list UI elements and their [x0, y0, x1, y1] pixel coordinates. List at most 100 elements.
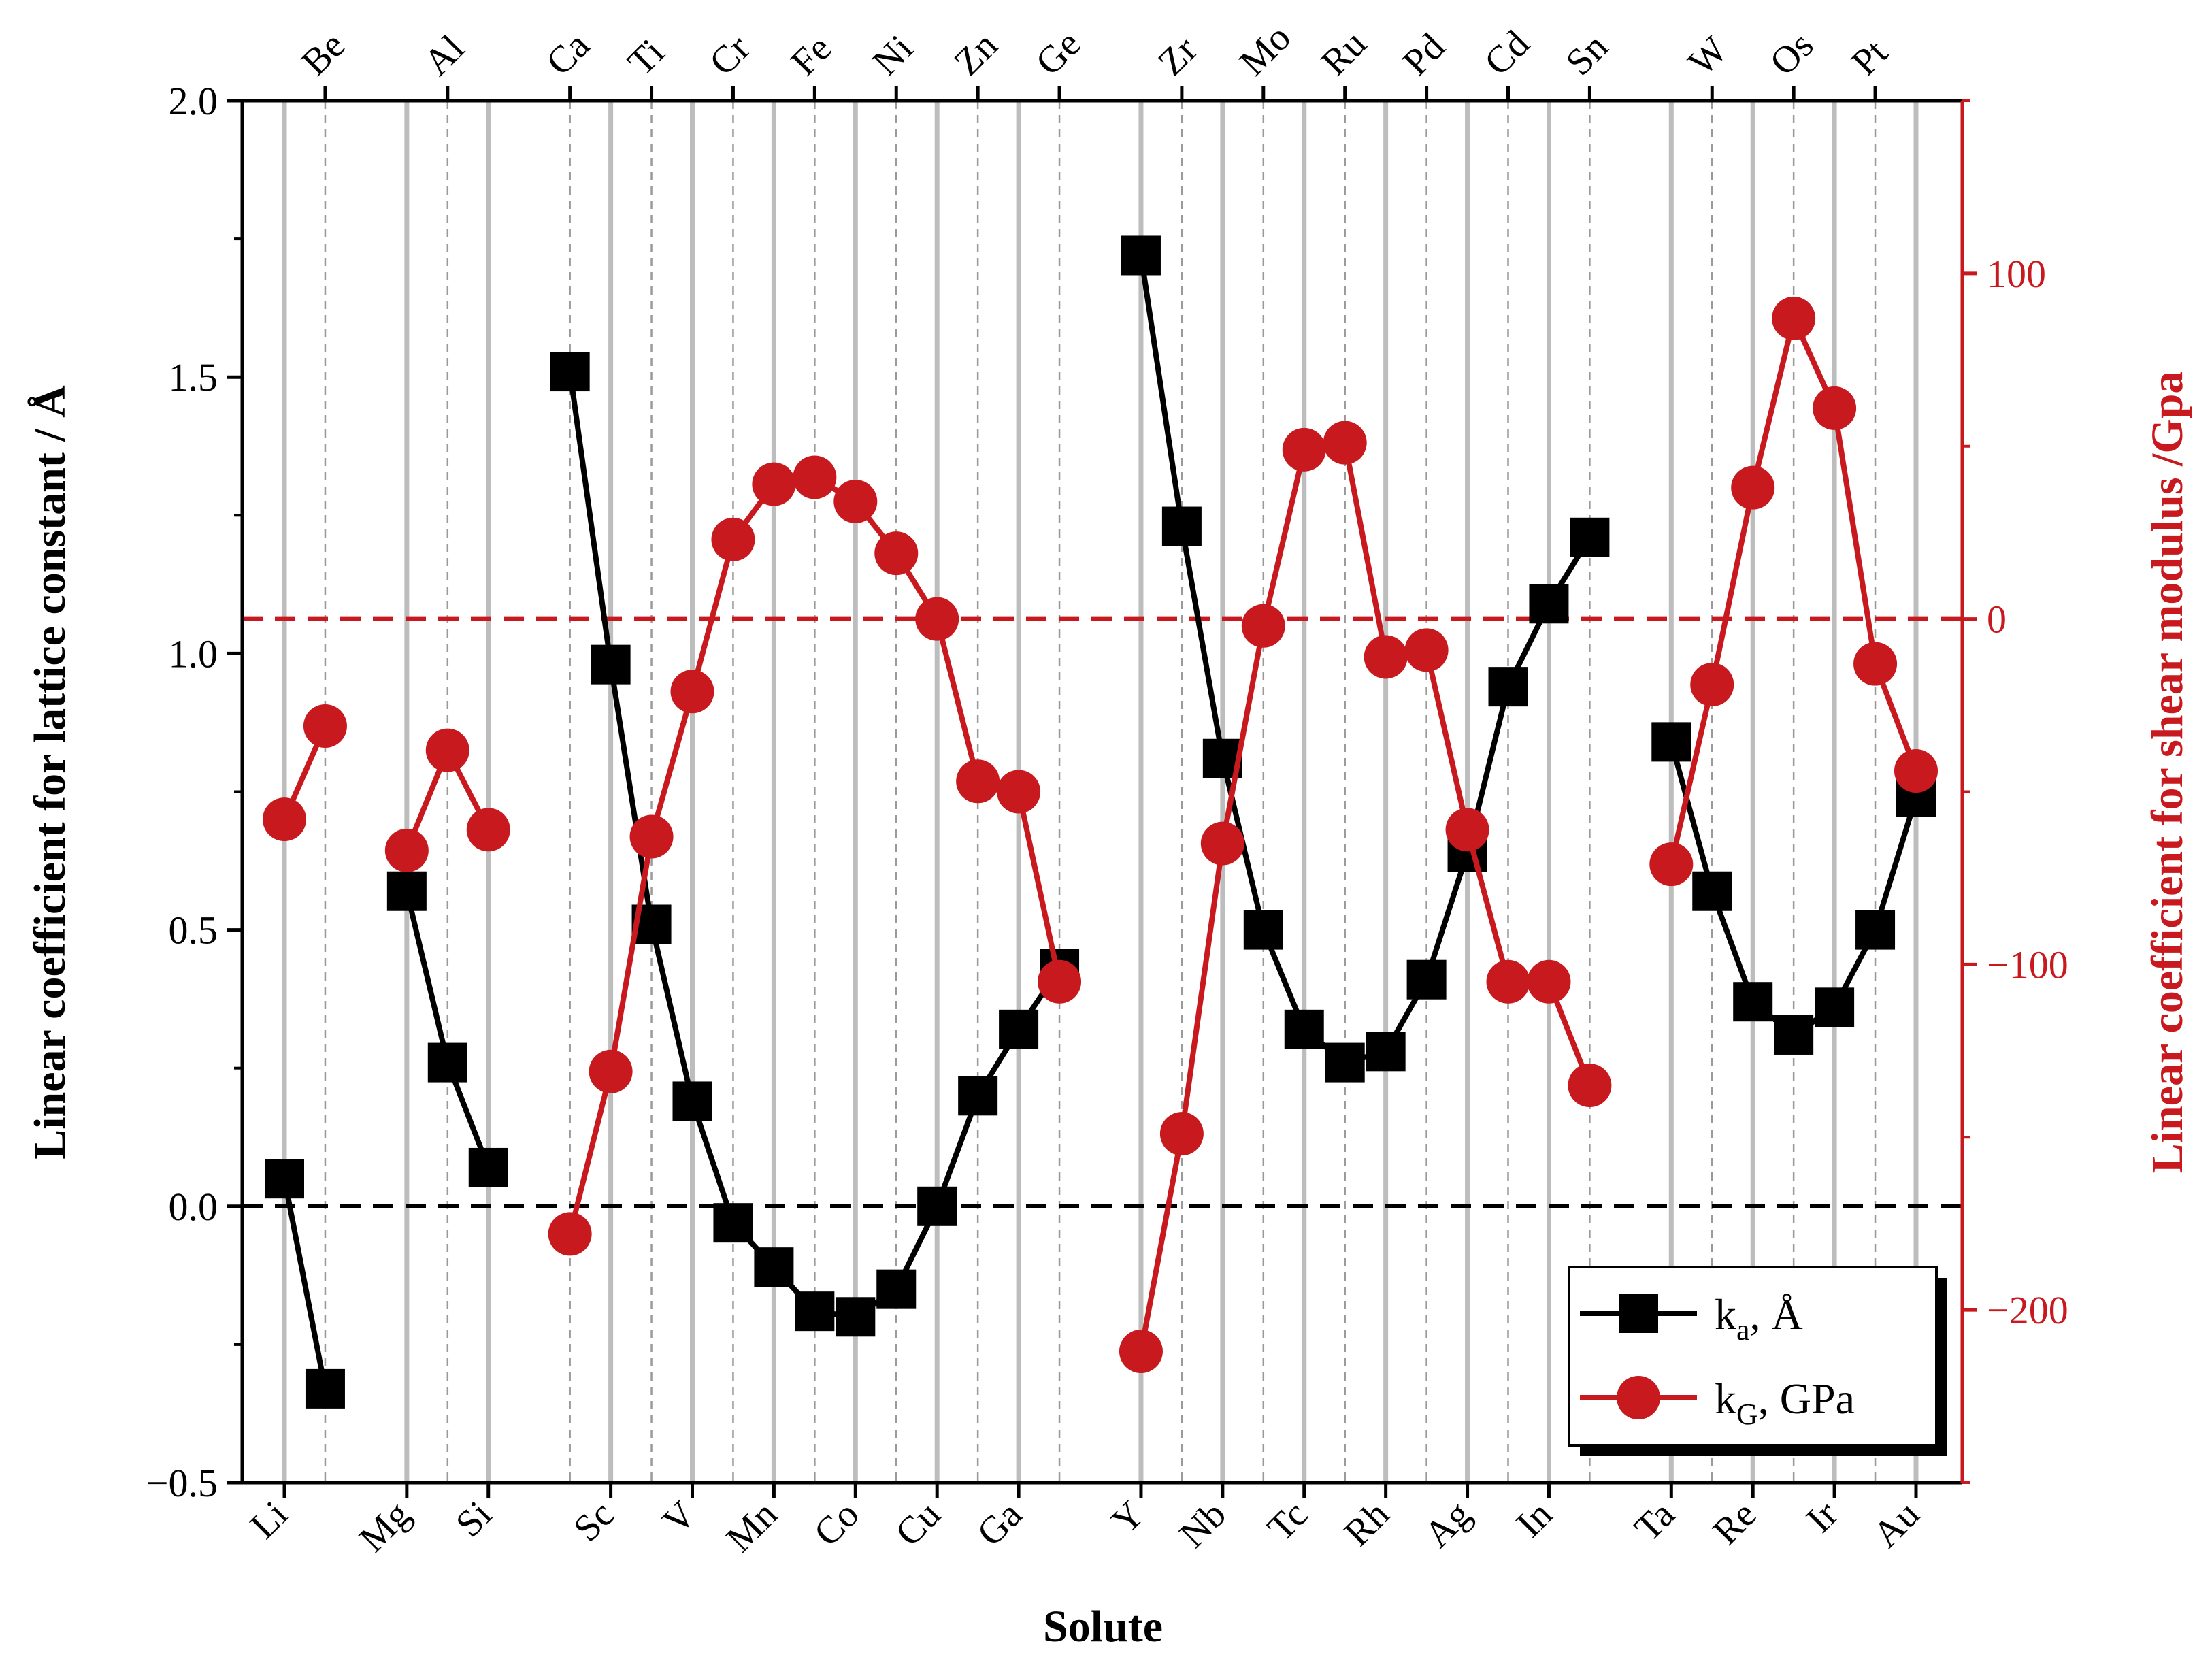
legend-ka-main: k	[1715, 1290, 1736, 1338]
point-kg-ga	[997, 770, 1041, 814]
point-kg-sn	[1568, 1064, 1612, 1108]
tick-label-right: −100	[1987, 942, 2068, 987]
point-ka-y	[1121, 235, 1161, 276]
point-ka-li	[265, 1159, 304, 1199]
tick-label-top-os: Os	[1762, 24, 1822, 84]
point-ka-si	[468, 1147, 508, 1187]
point-ka-ru	[1325, 1042, 1365, 1083]
data-series	[263, 235, 1938, 1409]
tick-label-bottom-tc: Tc	[1259, 1493, 1316, 1549]
point-kg-y	[1119, 1330, 1163, 1374]
point-kg-cd	[1486, 959, 1530, 1004]
point-kg-fe	[793, 455, 837, 499]
tick-label-top-be: Be	[293, 24, 353, 84]
point-kg-be	[303, 704, 347, 748]
tick-label-left: −0.5	[146, 1461, 218, 1505]
point-ka-mo	[1243, 910, 1283, 950]
legend: ka, Å kG, GPa	[1568, 1266, 1947, 1456]
tick-label-right: 0	[1987, 597, 2007, 642]
tick-label-bottom-ga: Ga	[969, 1493, 1030, 1554]
legend-kg-main: k	[1715, 1374, 1736, 1423]
point-ka-mg	[386, 871, 427, 911]
point-kg-nb	[1200, 821, 1244, 866]
legend-ka-sub: a	[1736, 1313, 1750, 1347]
point-kg-si	[466, 808, 510, 852]
point-ka-ta	[1651, 722, 1691, 762]
point-ka-re	[1733, 982, 1773, 1022]
point-ka-cd	[1488, 667, 1528, 707]
tick-label-top-ni: Ni	[865, 27, 921, 84]
tick-label-bottom-rh: Rh	[1336, 1493, 1398, 1554]
point-kg-cu	[915, 597, 959, 641]
tick-label-top-zn: Zn	[946, 24, 1006, 84]
tick-label-top-pt: Pt	[1843, 31, 1896, 84]
point-ka-in	[1529, 584, 1569, 624]
point-kg-tc	[1282, 427, 1326, 472]
point-kg-ir	[1813, 386, 1857, 430]
point-ka-fe	[795, 1291, 835, 1332]
point-kg-ca	[548, 1212, 592, 1256]
point-ka-pt	[1855, 910, 1896, 950]
tick-label-left: 0.5	[169, 908, 218, 953]
point-kg-pd	[1404, 628, 1449, 672]
tick-label-top-al: Al	[416, 27, 472, 84]
point-kg-re	[1731, 465, 1775, 510]
tick-label-left: 0.0	[169, 1185, 218, 1229]
point-kg-ag	[1445, 808, 1489, 852]
series-line-kg-group-4	[1138, 440, 1593, 1352]
tick-label-top-ti: Ti	[620, 31, 673, 84]
tick-label-right: 100	[1987, 252, 2046, 296]
legend-marker-circle	[1617, 1376, 1660, 1419]
point-ka-zr	[1161, 506, 1202, 546]
point-kg-w	[1690, 663, 1734, 707]
point-ka-sc	[591, 644, 631, 685]
axis-labels: Solute Linear coefficient for lattice co…	[25, 372, 2192, 1651]
y-axis-title-left: Linear coefficient for lattice constant …	[25, 385, 75, 1159]
point-ka-be	[305, 1368, 345, 1409]
tick-label-bottom-nb: Nb	[1172, 1493, 1234, 1555]
point-ka-mn	[754, 1247, 794, 1287]
point-kg-al	[425, 728, 469, 772]
tick-label-top-cd: Cd	[1476, 22, 1538, 84]
point-kg-zr	[1159, 1112, 1204, 1156]
legend-entry-ka: ka, Å	[1580, 1290, 1803, 1347]
legend-entry-kg: kG, GPa	[1580, 1374, 1855, 1431]
point-kg-cr	[711, 517, 755, 561]
point-kg-li	[263, 797, 306, 842]
gridlines	[282, 101, 1919, 1483]
tick-label-bottom-y: Y	[1104, 1493, 1153, 1542]
tick-label-bottom-au: Au	[1865, 1493, 1928, 1555]
series-kg	[263, 296, 1938, 1374]
tick-label-bottom-ir: Ir	[1798, 1493, 1846, 1541]
point-ka-ga	[999, 1009, 1039, 1049]
point-kg-v	[670, 670, 714, 714]
tick-label-bottom-ta: Ta	[1627, 1493, 1683, 1549]
tick-label-bottom-in: In	[1508, 1493, 1561, 1545]
point-kg-sc	[589, 1049, 633, 1093]
tick-label-top-ca: Ca	[538, 24, 598, 84]
point-ka-al	[427, 1042, 467, 1083]
point-kg-ti	[629, 814, 674, 859]
point-ka-ni	[876, 1269, 917, 1309]
tick-label-bottom-ag: Ag	[1416, 1493, 1479, 1555]
tick-label-bottom-v: V	[655, 1493, 704, 1542]
point-ka-ir	[1815, 987, 1855, 1027]
point-ka-v	[672, 1081, 712, 1121]
point-kg-mg	[384, 828, 429, 872]
tick-label-top-mo: Mo	[1232, 16, 1299, 84]
point-kg-rh	[1364, 635, 1408, 679]
point-kg-pt	[1853, 642, 1898, 686]
legend-label-kg: kG, GPa	[1715, 1374, 1855, 1431]
tick-label-bottom-li: Li	[242, 1493, 296, 1547]
legend-kg-rest: , GPa	[1758, 1374, 1855, 1423]
tick-label-bottom-mn: Mn	[719, 1493, 786, 1560]
tick-label-bottom-si: Si	[448, 1493, 500, 1545]
point-kg-ta	[1649, 842, 1694, 887]
tick-label-bottom-co: Co	[806, 1493, 867, 1554]
tick-label-bottom-cu: Cu	[887, 1493, 948, 1554]
tick-label-top-pd: Pd	[1395, 26, 1453, 84]
series-ka	[265, 235, 1936, 1409]
point-kg-ni	[874, 531, 919, 576]
tick-label-right: −200	[1987, 1288, 2068, 1332]
